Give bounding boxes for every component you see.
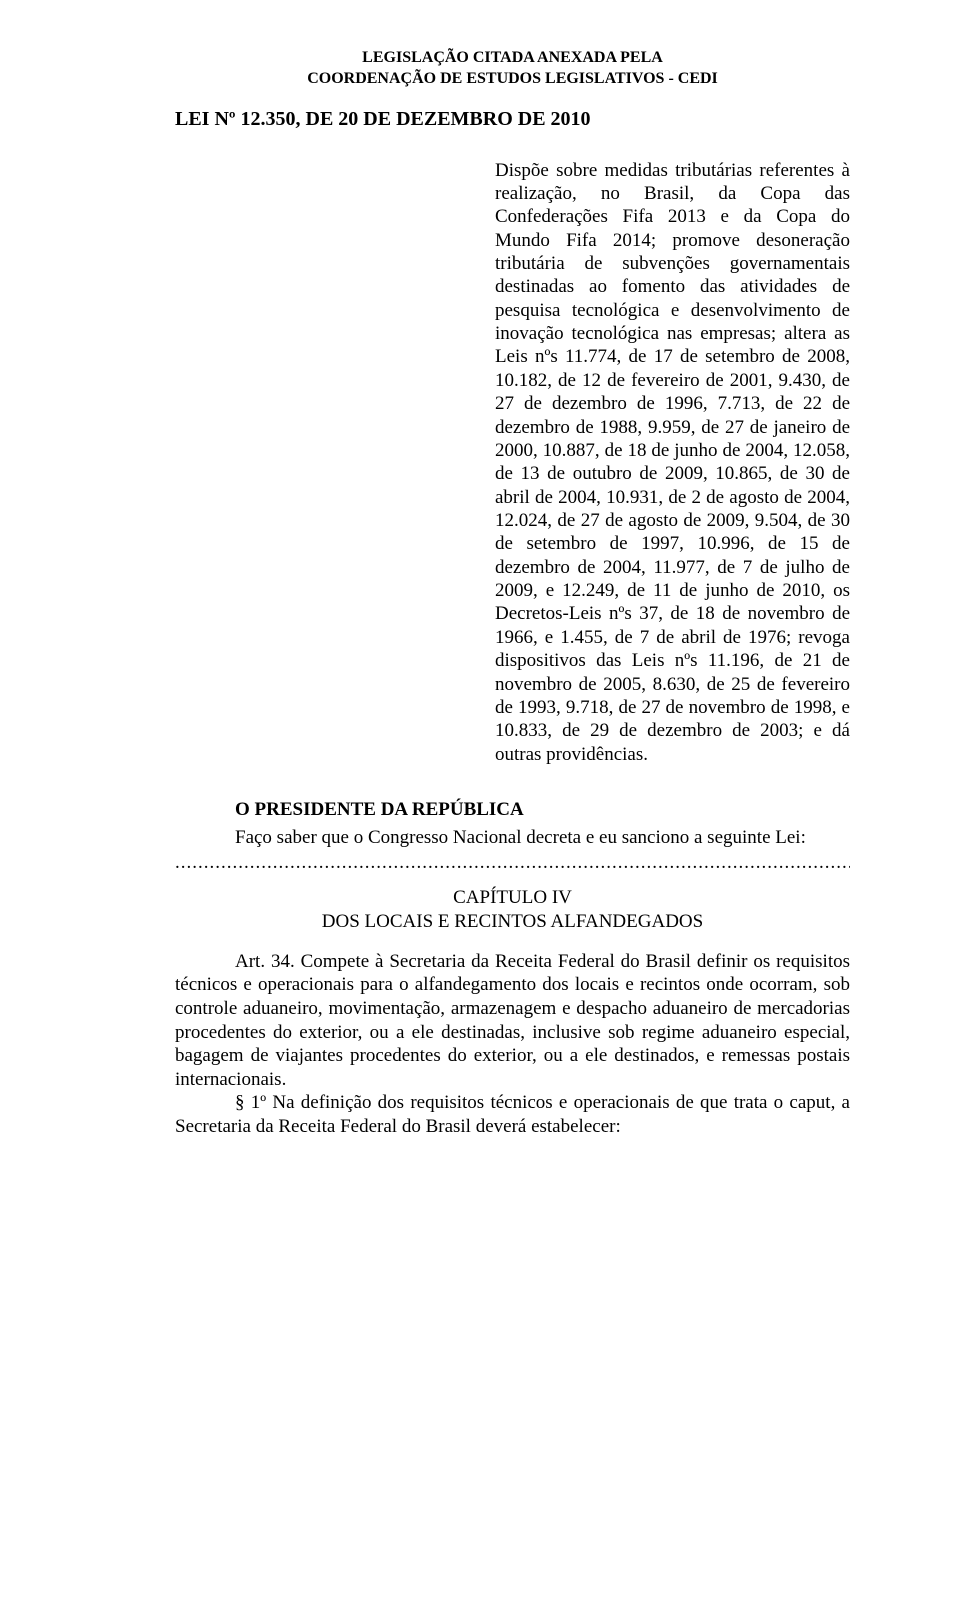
dotted-separator: ........................................… <box>175 853 850 872</box>
chapter-block: CAPÍTULO IV DOS LOCAIS E RECINTOS ALFAND… <box>175 886 850 934</box>
ementa-text: Dispõe sobre medidas tributárias referen… <box>495 159 850 766</box>
chapter-title: DOS LOCAIS E RECINTOS ALFANDEGADOS <box>175 910 850 934</box>
enact-line: Faço saber que o Congresso Nacional decr… <box>235 826 850 850</box>
article-34-caput: Art. 34. Compete à Secretaria da Receita… <box>175 950 850 1091</box>
article-34-paragraph-1: § 1º Na definição dos requisitos técnico… <box>175 1091 850 1138</box>
president-title: O PRESIDENTE DA REPÚBLICA <box>235 799 524 820</box>
law-number: LEI Nº 12.350, DE 20 DE DEZEMBRO DE 2010 <box>175 108 850 131</box>
header-line-1: LEGISLAÇÃO CITADA ANEXADA PELA <box>175 48 850 69</box>
header-line-2: COORDENAÇÃO DE ESTUDOS LEGISLATIVOS - CE… <box>175 69 850 90</box>
chapter-number: CAPÍTULO IV <box>175 886 850 910</box>
president-block: O PRESIDENTE DA REPÚBLICA <box>235 798 850 822</box>
